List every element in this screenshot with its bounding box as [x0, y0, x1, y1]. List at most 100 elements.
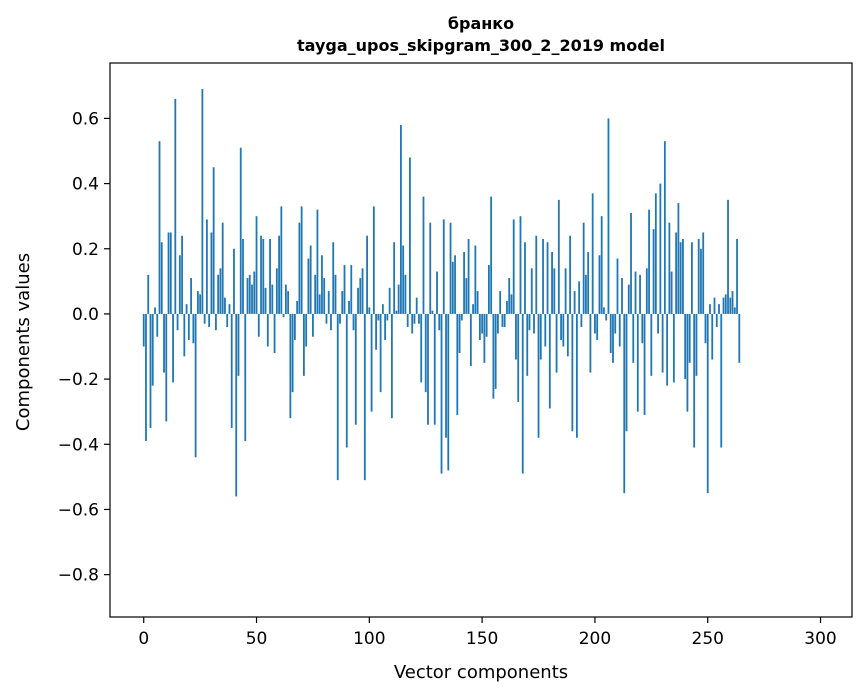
bar-58: [273, 313, 276, 354]
bar-1: [145, 313, 147, 442]
bar-260: [729, 297, 732, 314]
bar-252: [711, 313, 714, 360]
bar-133: [442, 219, 445, 314]
bar-222: [643, 313, 646, 415]
bar-220: [639, 274, 641, 314]
y-tick-label: 0.6: [72, 109, 99, 129]
y-axis-label: Components values: [13, 253, 34, 431]
bar-98: [363, 313, 366, 481]
y-tick-label: −0.2: [58, 370, 99, 390]
y-tick-label: −0.8: [58, 566, 99, 586]
x-axis-label: Vector components: [394, 662, 568, 683]
bar-164: [512, 219, 515, 314]
bar-48: [251, 284, 253, 314]
bar-106: [381, 304, 384, 314]
bar-160: [503, 313, 506, 327]
bar-117: [406, 313, 409, 327]
bar-180: [548, 313, 551, 409]
bar-177: [542, 238, 544, 314]
bar-226: [652, 229, 655, 314]
bar-118: [409, 157, 411, 314]
bar-195: [582, 222, 585, 314]
bar-16: [178, 255, 181, 314]
bar-69: [298, 222, 301, 314]
bar-4: [151, 313, 154, 386]
chart-title: бранко tayga_upos_skipgram_300_2_2019 mo…: [297, 14, 665, 55]
bar-124: [422, 196, 425, 314]
bar-149: [478, 313, 481, 340]
chart-title-line-2: tayga_upos_skipgram_300_2_2019 model: [297, 36, 665, 55]
bar-159: [501, 313, 504, 327]
bar-112: [395, 310, 398, 314]
bar-102: [372, 206, 375, 314]
y-tick-label: −0.6: [58, 500, 99, 520]
bar-258: [724, 294, 727, 314]
bar-189: [569, 235, 572, 314]
bar-130: [436, 271, 438, 314]
bar-166: [517, 313, 520, 402]
bar-167: [519, 216, 522, 314]
bar-158: [499, 291, 502, 314]
bar-15: [176, 313, 179, 331]
bar-162: [508, 278, 511, 314]
bar-123: [420, 313, 423, 383]
bar-263: [736, 238, 738, 314]
bar-176: [539, 313, 542, 360]
bar-53: [262, 238, 265, 314]
bar-261: [731, 291, 734, 314]
bar-94: [354, 313, 357, 425]
bar-71: [303, 313, 305, 376]
bar-179: [546, 242, 549, 314]
bar-65: [289, 313, 292, 419]
bar-104: [377, 313, 380, 321]
bar-5: [154, 307, 156, 314]
bar-262: [733, 307, 736, 314]
bar-100: [368, 307, 371, 314]
bar-254: [715, 313, 718, 327]
bar-6: [156, 313, 159, 337]
bar-33: [217, 274, 220, 314]
bar-81: [325, 313, 328, 324]
bar-215: [627, 284, 630, 314]
x-axis-ticks: 0 50 100 150 200 250 300: [138, 617, 837, 649]
bar-183: [555, 313, 558, 373]
bar-154: [490, 196, 493, 314]
bar-62: [282, 313, 285, 318]
bar-140: [458, 313, 461, 354]
bar-152: [485, 313, 488, 337]
bar-9: [163, 313, 165, 373]
bar-141: [460, 313, 463, 321]
bar-227: [654, 193, 657, 314]
bar-193: [578, 281, 581, 314]
bar-251: [709, 304, 711, 314]
bar-217: [632, 313, 635, 363]
bar-37: [226, 313, 229, 327]
bar-30: [210, 232, 213, 314]
bar-165: [515, 313, 517, 360]
bar-25: [199, 294, 202, 314]
bar-29: [208, 313, 211, 327]
bar-242: [688, 313, 691, 363]
bar-109: [388, 287, 391, 314]
bar-181: [551, 252, 553, 314]
x-tick-label: 50: [246, 629, 268, 649]
bar-244: [693, 313, 696, 448]
bar-108: [386, 313, 389, 321]
bar-121: [415, 297, 418, 314]
bar-64: [287, 291, 290, 314]
bar-85: [334, 274, 337, 314]
bar-229: [659, 183, 662, 314]
bar-257: [722, 297, 725, 314]
bar-34: [219, 268, 222, 314]
bar-70: [300, 206, 303, 314]
bar-224: [648, 209, 650, 314]
y-tick-label: 0.4: [72, 175, 99, 195]
bar-67: [293, 313, 296, 340]
bar-31: [212, 167, 215, 314]
bar-68: [296, 300, 299, 314]
bar-145: [469, 313, 472, 367]
bar-194: [580, 313, 583, 327]
bar-56: [269, 238, 271, 314]
bar-238: [679, 242, 682, 314]
bar-3: [149, 313, 152, 428]
